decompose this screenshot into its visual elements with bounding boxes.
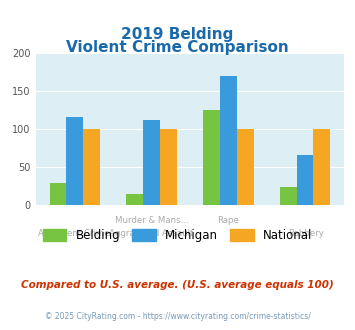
Text: 2019 Belding: 2019 Belding	[121, 27, 234, 42]
Bar	[143, 119, 160, 205]
Bar	[220, 76, 237, 205]
Bar	[126, 194, 143, 205]
Text: Aggravated Assault: Aggravated Assault	[109, 229, 193, 238]
Text: Violent Crime Comparison: Violent Crime Comparison	[66, 40, 289, 55]
Text: © 2025 CityRating.com - https://www.cityrating.com/crime-statistics/: © 2025 CityRating.com - https://www.city…	[45, 312, 310, 321]
Bar	[296, 155, 313, 205]
Bar	[83, 129, 100, 205]
Text: Compared to U.S. average. (U.S. average equals 100): Compared to U.S. average. (U.S. average …	[21, 280, 334, 290]
Bar	[203, 111, 220, 205]
Bar	[66, 116, 83, 205]
Bar	[237, 129, 253, 205]
Text: Murder & Mans...: Murder & Mans...	[115, 216, 188, 225]
Bar	[160, 129, 177, 205]
Text: Robbery: Robbery	[288, 229, 324, 238]
Bar	[313, 129, 330, 205]
Text: All Violent Crime: All Violent Crime	[38, 229, 110, 238]
Text: Rape: Rape	[218, 216, 240, 225]
Bar	[280, 187, 296, 205]
Legend: Belding, Michigan, National: Belding, Michigan, National	[38, 224, 317, 247]
Bar	[50, 182, 66, 205]
